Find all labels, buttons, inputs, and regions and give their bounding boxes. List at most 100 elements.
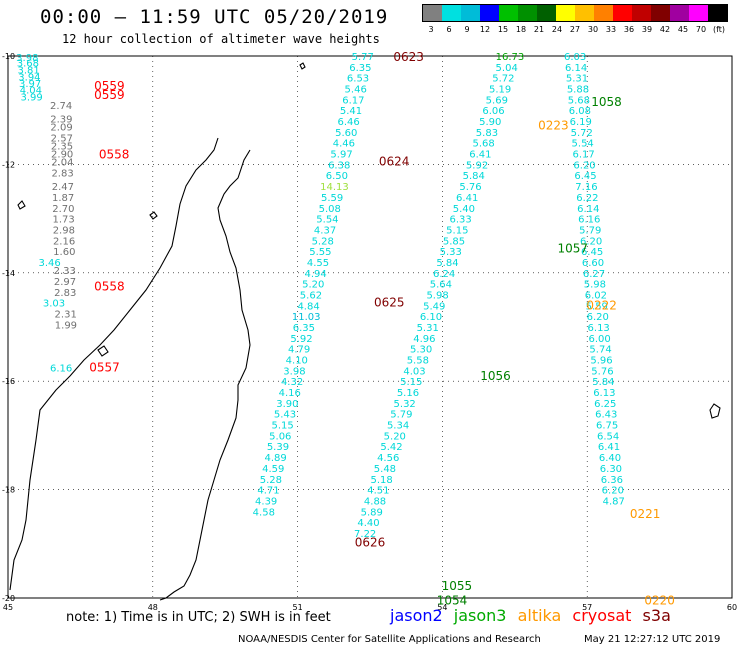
wave-height-label: 5.34 — [387, 421, 409, 432]
pass-time-tag: 0625 — [374, 296, 405, 310]
wave-height-label: 5.33 — [440, 247, 462, 258]
pass-time-tag: 1054 — [437, 594, 468, 608]
wave-height-label: 2.16 — [53, 236, 75, 247]
pass-time-tag: 0624 — [379, 155, 410, 169]
pass-time-tag: 0626 — [355, 536, 386, 550]
wave-height-label: 5.43 — [274, 410, 296, 421]
pass-time-tag: 0623 — [393, 50, 424, 64]
legend-tick-label: 30 — [587, 25, 599, 34]
legend-unit: (ft) — [712, 25, 726, 34]
wave-height-label: 1.87 — [52, 193, 74, 204]
color-legend: 3 6 9 12 15 18 21 24 27 30 33 36 39 42 45 70 (ft) — [422, 4, 728, 34]
legend-tick-label: 33 — [605, 25, 617, 34]
wave-height-label: 6.40 — [599, 453, 621, 464]
latitude-label: -10 — [2, 52, 15, 61]
wave-height-label: 2.70 — [52, 204, 74, 215]
wave-height-label: 6.20 — [587, 312, 609, 323]
wave-height-label: 3.03 — [43, 299, 65, 310]
pass-time-tag: 0222 — [586, 298, 617, 312]
wave-height-label: 6.13 — [588, 323, 610, 334]
legend-swatch — [708, 5, 727, 21]
legend-tick-label: 15 — [497, 25, 509, 34]
comoros-island-c — [299, 62, 306, 70]
wave-height-label: 3.46 — [38, 258, 60, 269]
mayotte-island — [97, 345, 109, 357]
wave-height-label: 3.97 — [19, 79, 41, 90]
satellite-name: s3a — [642, 606, 671, 625]
wave-height-label: 6.06 — [482, 106, 504, 117]
legend-tick-label: 6 — [446, 25, 452, 34]
longitude-labels: 45 48 51 54 57 60 — [3, 603, 737, 612]
wave-height-label: 5.72 — [492, 74, 514, 85]
wave-height-label: 5.89 — [361, 507, 383, 518]
wave-height-label: 5.04 — [496, 63, 518, 74]
wave-height-label: 6.25 — [594, 399, 616, 410]
wave-height-label: 5.97 — [330, 150, 352, 161]
wave-height-label: 5.54 — [316, 215, 338, 226]
wave-height-label: 6.20 — [573, 160, 595, 171]
wave-height-label: 3.68 — [17, 59, 39, 70]
wave-height-label: 6.53 — [347, 74, 369, 85]
legend-swatch — [518, 5, 537, 21]
wave-height-label: 6.02 — [585, 290, 607, 301]
wave-height-label: 3.81 — [18, 66, 40, 77]
legend-swatch — [442, 5, 461, 21]
legend-tick-label: 21 — [533, 25, 545, 34]
comoros-island-b — [17, 200, 26, 210]
wave-height-label: 5.15 — [400, 377, 422, 388]
wave-height-label: 5.58 — [407, 356, 429, 367]
wave-height-label: 6.22 — [576, 193, 598, 204]
legend-swatch — [423, 5, 442, 21]
wave-height-label: 6.41 — [456, 193, 478, 204]
wave-height-label: 6.16 — [50, 364, 72, 375]
wave-height-label: 5.79 — [579, 225, 601, 236]
wave-height-label: 6.13 — [593, 388, 615, 399]
wave-height-label: 2.47 — [52, 182, 74, 193]
wave-height-label: 5.84 — [463, 171, 485, 182]
wave-height-label: 6.17 — [342, 95, 364, 106]
map-subtitle: 12 hour collection of altimeter wave hei… — [62, 32, 380, 46]
wave-height-label: 5.46 — [345, 85, 367, 96]
wave-height-label: 4.39 — [255, 496, 277, 507]
legend-tick-label: 9 — [464, 25, 470, 34]
wave-height-label: 5.42 — [380, 442, 402, 453]
wave-height-label: 5.96 — [590, 356, 612, 367]
satellite-legend: jason2 jason3 altika cryosat s3a — [390, 606, 671, 625]
wave-height-label: 6.60 — [582, 258, 604, 269]
wave-height-label: 6.43 — [595, 410, 617, 421]
wave-height-label: 5.28 — [260, 475, 282, 486]
wave-height-label: 6.41 — [598, 442, 620, 453]
wave-height-label: 3.98 — [283, 366, 305, 377]
wave-height-label: 5.92 — [466, 160, 488, 171]
latitude-labels: -10 -12 -14 -16 -18 -20 — [2, 52, 15, 603]
wave-height-label: 6.30 — [600, 464, 622, 475]
satellite-name: cryosat — [572, 606, 643, 625]
wave-height-label: 5.79 — [390, 410, 412, 421]
madagascar-coast — [159, 149, 251, 601]
wave-height-label: 5.60 — [335, 128, 357, 139]
wave-height-label: 2.31 — [55, 309, 77, 320]
wave-height-label: 5.88 — [567, 85, 589, 96]
wave-height-label: 7.16 — [575, 182, 597, 193]
wave-height-label: 7.22 — [354, 529, 376, 540]
coastline — [9, 62, 721, 601]
wave-height-label: 5.31 — [566, 74, 588, 85]
wave-height-label: 4.71 — [257, 486, 279, 497]
satellite-name: jason2 — [390, 606, 454, 625]
longitude-label: 45 — [3, 603, 13, 612]
wave-height-label: 2.90 — [51, 150, 73, 161]
wave-height-label: 3.99 — [20, 93, 42, 104]
pass-time-tag: 0223 — [538, 118, 569, 132]
wave-height-label: 2.09 — [50, 122, 72, 133]
wave-height-label: 4.56 — [377, 453, 399, 464]
wave-height-label: 6.20 — [580, 236, 602, 247]
wave-height-label: 6.24 — [433, 269, 455, 280]
wave-height-label: 14.13 — [320, 182, 349, 193]
wave-height-label: 5.30 — [410, 345, 432, 356]
wave-height-label: 4.32 — [281, 377, 303, 388]
legend-tick-label: 3 — [428, 25, 434, 34]
pass-time-tag: 0220 — [644, 594, 675, 608]
satellite-name: altika — [517, 606, 573, 625]
legend-swatch — [499, 5, 518, 21]
